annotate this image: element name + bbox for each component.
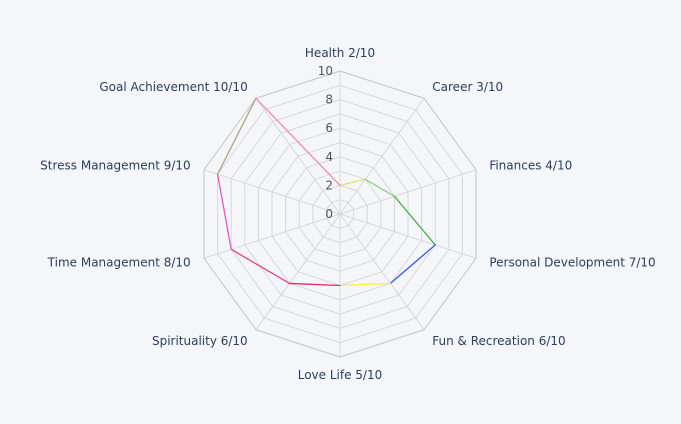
series-layer: [216, 97, 436, 287]
radial-tick-label: 4: [325, 150, 333, 164]
radial-tick-labels: 0 2 4 6 8 10: [318, 64, 333, 221]
radial-tick-label: 2: [325, 178, 333, 192]
radial-spoke: [339, 169, 477, 215]
radial-spoke: [339, 98, 425, 215]
category-label: Personal Development 7/10: [489, 256, 655, 270]
category-label: Career 3/10: [432, 80, 503, 94]
series-segment: [393, 195, 436, 246]
category-label: Time Management 8/10: [47, 256, 191, 270]
category-label: Health 2/10: [305, 46, 375, 60]
category-label: Love Life 5/10: [298, 368, 383, 382]
category-label: Finances 4/10: [489, 158, 572, 172]
category-label: Spirituality 6/10: [152, 334, 248, 348]
series-segment: [389, 244, 436, 285]
radial-spoke: [339, 213, 477, 259]
radial-tick-label: 10: [318, 64, 333, 78]
radial-spoke: [339, 213, 425, 330]
category-labels: Health 2/10 Career 3/10 Finances 4/10 Perso…: [40, 46, 656, 382]
radial-tick-label: 0: [325, 207, 333, 221]
radial-tick-label: 6: [325, 121, 333, 135]
radial-spoke: [255, 98, 341, 215]
category-label: Fun & Recreation 6/10: [432, 334, 565, 348]
series-segment: [288, 282, 341, 287]
series-segment: [339, 282, 392, 287]
series-segment: [216, 97, 257, 175]
series-segment: [339, 178, 366, 187]
series-segment: [364, 178, 396, 197]
grid-layer: [203, 70, 477, 358]
radial-tick-label: 8: [325, 93, 333, 107]
series-segment: [255, 97, 341, 187]
series-segment: [230, 248, 291, 285]
series-segment: [216, 173, 232, 251]
category-label: Goal Achievement 10/10: [99, 80, 247, 94]
radial-spoke: [203, 213, 341, 259]
category-label: Stress Management 9/10: [40, 158, 191, 172]
radial-spoke: [203, 169, 341, 215]
radial-spoke: [255, 213, 341, 330]
